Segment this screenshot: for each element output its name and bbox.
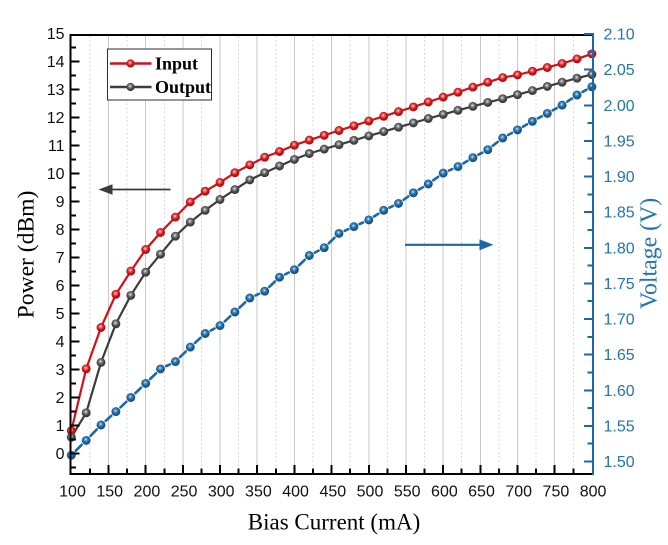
svg-text:600: 600	[431, 484, 458, 501]
svg-text:4: 4	[56, 334, 65, 351]
svg-text:7: 7	[56, 250, 65, 267]
svg-text:1.60: 1.60	[604, 383, 635, 400]
svg-text:800: 800	[580, 484, 607, 501]
svg-text:Bias Current (mA): Bias Current (mA)	[248, 510, 420, 535]
svg-text:250: 250	[171, 484, 198, 501]
svg-text:14: 14	[47, 54, 65, 71]
svg-text:150: 150	[96, 484, 123, 501]
svg-text:13: 13	[47, 82, 65, 99]
svg-text:Power (dBm): Power (dBm)	[14, 191, 40, 319]
svg-text:Input: Input	[155, 54, 198, 74]
svg-text:Voltage (V): Voltage (V)	[637, 198, 663, 309]
svg-text:6: 6	[56, 278, 65, 295]
svg-text:3: 3	[56, 362, 65, 379]
svg-text:1.50: 1.50	[604, 454, 635, 471]
svg-text:300: 300	[208, 484, 235, 501]
svg-text:2.10: 2.10	[604, 27, 635, 44]
svg-text:1.95: 1.95	[604, 134, 635, 151]
svg-text:1: 1	[56, 418, 65, 435]
svg-text:450: 450	[319, 484, 346, 501]
svg-text:0: 0	[56, 446, 65, 463]
svg-text:11: 11	[48, 138, 65, 155]
svg-text:350: 350	[245, 484, 272, 501]
svg-text:1.75: 1.75	[604, 276, 635, 293]
svg-text:650: 650	[468, 484, 495, 501]
svg-text:2.00: 2.00	[604, 98, 635, 115]
svg-text:200: 200	[134, 484, 161, 501]
svg-text:8: 8	[56, 222, 65, 239]
svg-text:1.65: 1.65	[604, 347, 635, 364]
svg-text:12: 12	[47, 110, 65, 127]
svg-text:1.70: 1.70	[604, 312, 635, 329]
svg-text:1.85: 1.85	[604, 205, 635, 222]
svg-text:2: 2	[56, 390, 65, 407]
svg-text:100: 100	[59, 484, 86, 501]
svg-text:550: 550	[394, 484, 421, 501]
svg-text:1.80: 1.80	[604, 240, 635, 257]
svg-text:750: 750	[543, 484, 570, 501]
svg-text:400: 400	[282, 484, 309, 501]
svg-text:2.05: 2.05	[604, 62, 635, 79]
svg-text:500: 500	[357, 484, 384, 501]
svg-text:Output: Output	[155, 77, 211, 97]
svg-text:700: 700	[505, 484, 532, 501]
svg-text:10: 10	[47, 166, 65, 183]
svg-text:15: 15	[47, 26, 65, 43]
svg-text:5: 5	[56, 306, 65, 323]
svg-text:1.90: 1.90	[604, 169, 635, 186]
svg-text:9: 9	[56, 194, 65, 211]
svg-text:1.55: 1.55	[604, 419, 635, 436]
